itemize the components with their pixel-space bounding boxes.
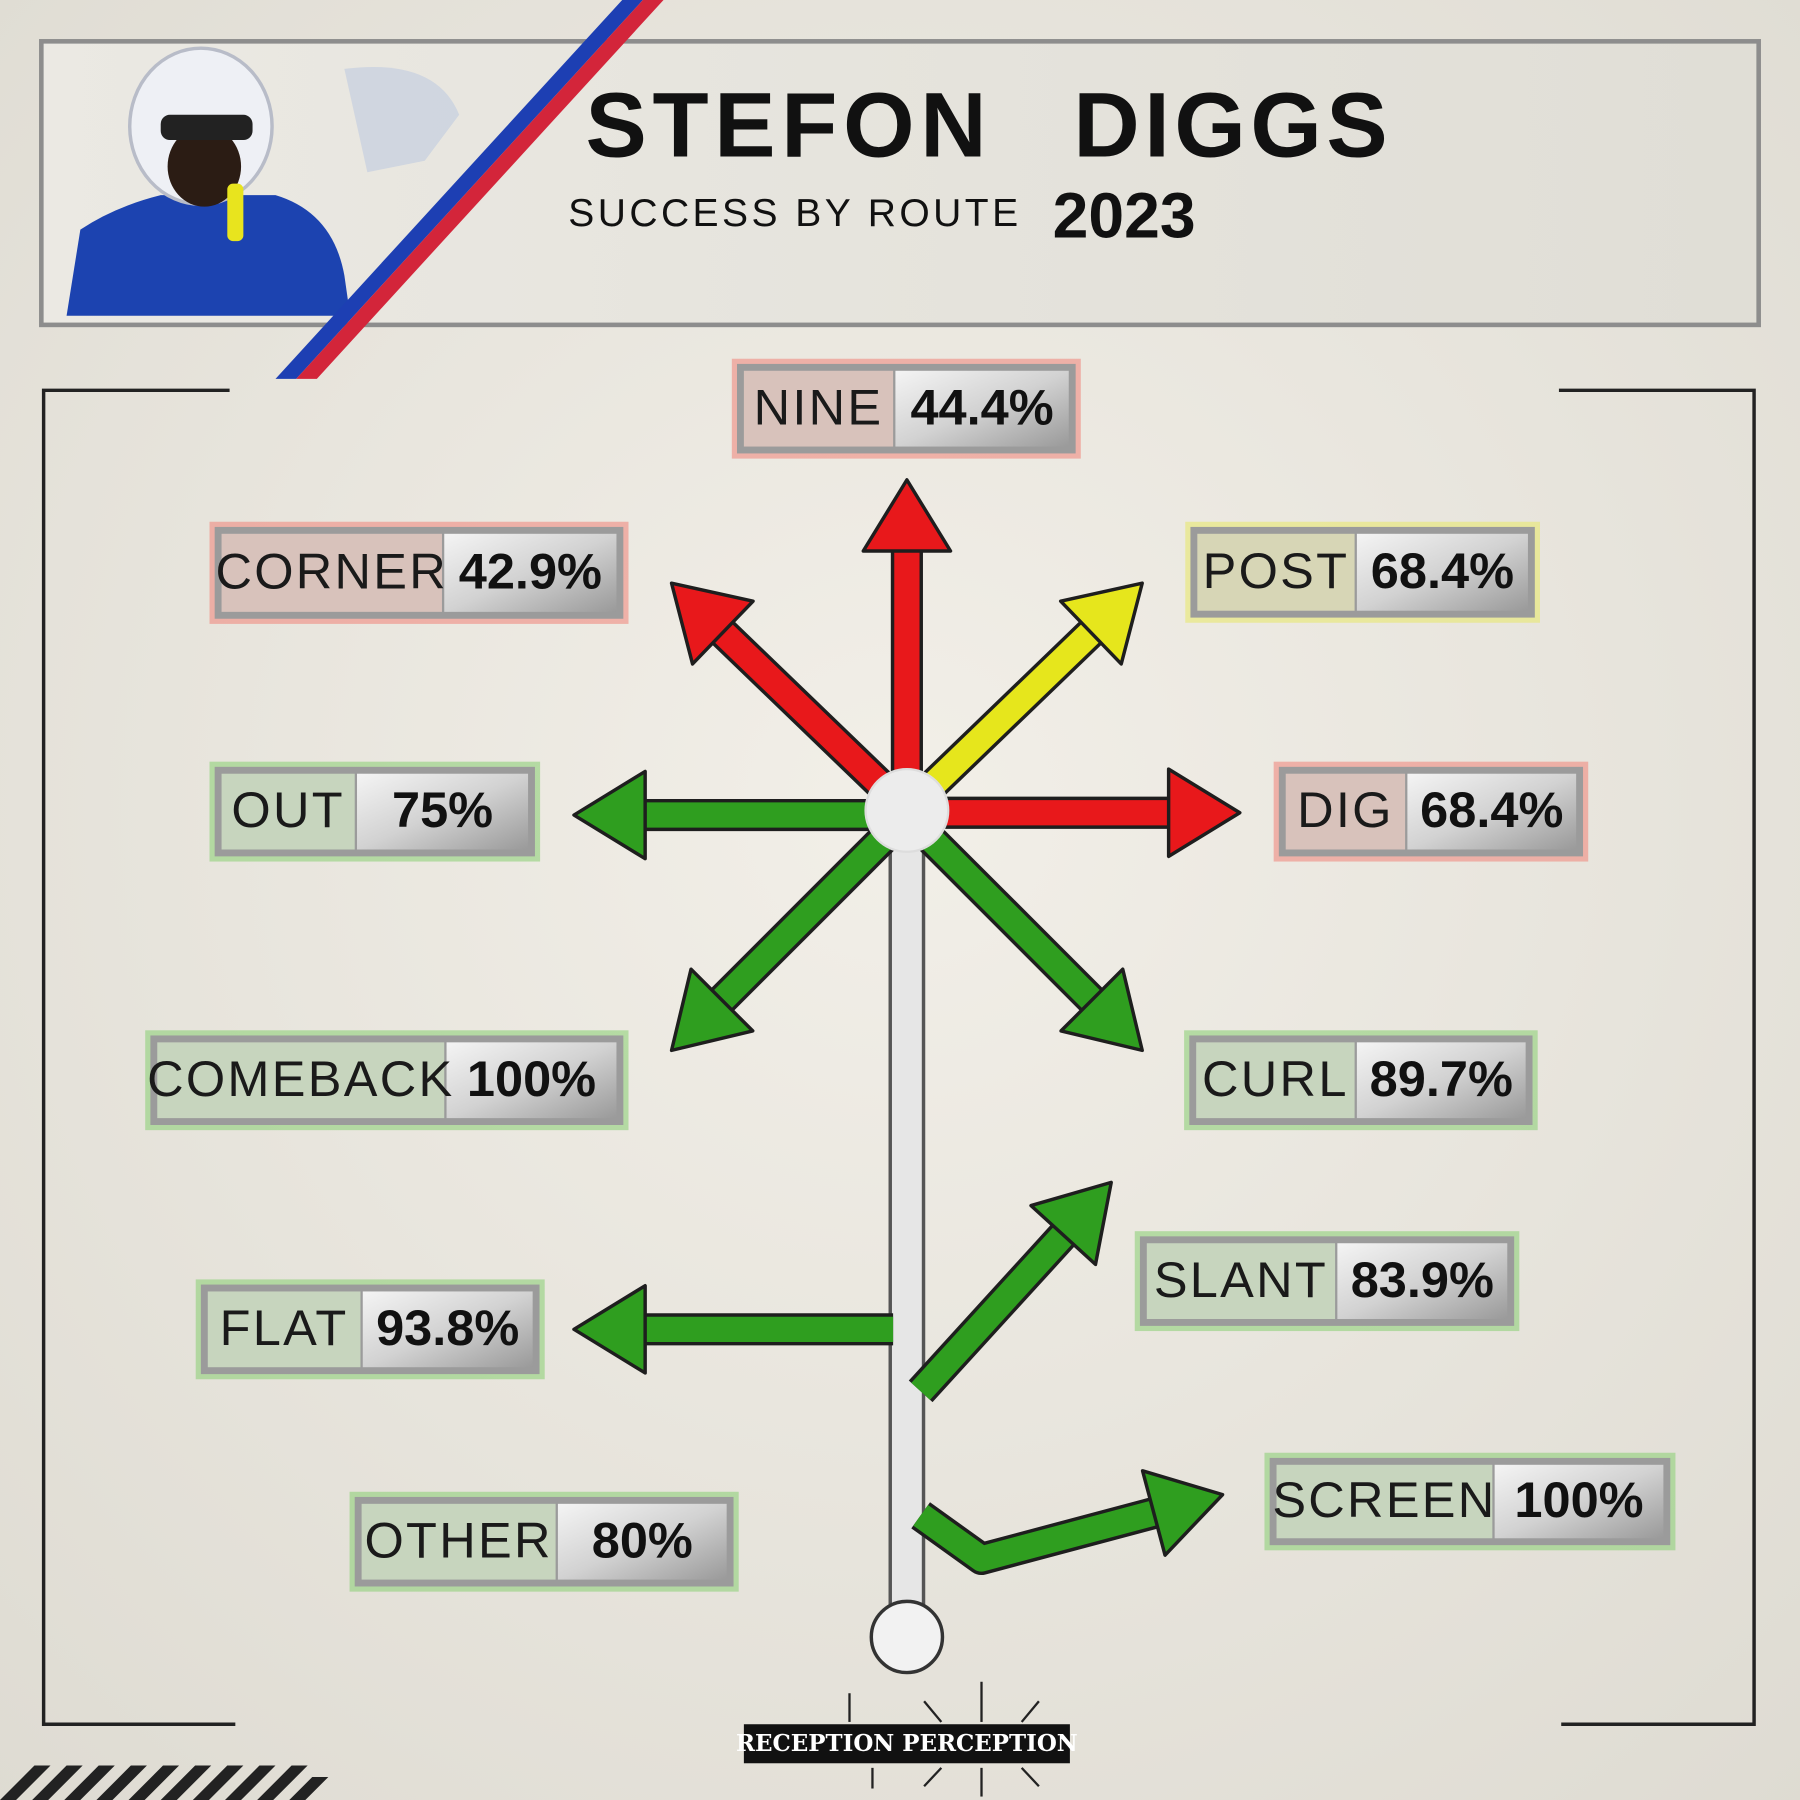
route-value-bg — [444, 533, 617, 612]
arrow-shaft — [710, 620, 902, 806]
route-value: 93.8% — [376, 1299, 519, 1356]
route-value: 100% — [467, 1050, 596, 1107]
logo-box — [743, 1724, 1070, 1764]
arrow-head — [669, 967, 755, 1053]
route-value: 80% — [592, 1511, 693, 1568]
route-name-bg — [221, 773, 355, 850]
route-box-glow — [145, 1030, 629, 1131]
route-box-glow — [1264, 1452, 1676, 1551]
arrow-head — [1166, 767, 1242, 859]
route-box-glow — [731, 358, 1081, 459]
route-value: 68.4% — [1420, 781, 1563, 838]
stripe-red — [296, 0, 664, 379]
route-box-glow — [1273, 761, 1589, 862]
arrow-head — [572, 769, 647, 861]
route-value: 89.7% — [1370, 1050, 1513, 1107]
arrow-head — [1058, 581, 1144, 666]
route-box-glow — [1184, 1030, 1538, 1131]
route-box-glow — [1185, 521, 1540, 623]
arrow-head — [1059, 967, 1144, 1053]
arrow-shaft — [709, 819, 903, 1013]
route-name-bg — [361, 1503, 556, 1580]
route-center — [864, 767, 950, 853]
arrow-shaft — [911, 620, 1104, 806]
route-value-bg — [1356, 1042, 1526, 1119]
route-box-glow — [349, 1491, 739, 1592]
arrow-shaft — [911, 819, 1105, 1013]
route-box-glow — [1134, 1231, 1520, 1332]
route-value-bg — [1337, 1243, 1508, 1320]
arrow-head — [669, 581, 755, 666]
last-name: DIGGS — [1073, 74, 1392, 176]
logo-text: RECEPTION PERCEPTION — [736, 1730, 1078, 1757]
route-value-bg — [1407, 773, 1577, 850]
route-name: SCREEN — [1272, 1471, 1496, 1528]
arrow-head — [861, 478, 953, 553]
route-name: SLANT — [1154, 1251, 1328, 1308]
route-arrows — [572, 478, 1242, 1576]
route-name-bg — [221, 533, 442, 612]
arrow-head — [572, 1283, 647, 1375]
first-name: STEFON — [585, 74, 992, 176]
route-value-bg — [895, 370, 1069, 447]
arrow-shaft — [911, 1223, 1076, 1400]
route-name-bg — [207, 1291, 361, 1368]
route-value-bg — [1494, 1464, 1664, 1539]
frame-brackets — [41, 388, 1756, 1726]
route-value-bg — [557, 1503, 727, 1580]
route-value: 42.9% — [459, 542, 602, 599]
route-name: COMEBACK — [147, 1050, 454, 1107]
route-value-bg — [1356, 533, 1528, 611]
route-box-glow — [209, 521, 629, 624]
route-name-bg — [1285, 773, 1406, 850]
year: 2023 — [1053, 179, 1196, 251]
subtitle: SUCCESS BY ROUTE — [568, 192, 1021, 235]
route-box-glow — [195, 1279, 545, 1380]
route-name: FLAT — [220, 1299, 349, 1356]
route-name-bg — [743, 370, 894, 447]
route-name-bg — [1146, 1243, 1336, 1320]
stripe-blue — [275, 0, 643, 379]
route-name-bg — [1196, 1042, 1355, 1119]
route-value: 83.9% — [1351, 1251, 1494, 1308]
route-name: CURL — [1202, 1050, 1349, 1107]
route-name-bg — [1197, 533, 1355, 611]
route-name: OTHER — [364, 1511, 552, 1568]
route-name: OUT — [231, 781, 345, 838]
team-logo-faint — [344, 66, 460, 173]
route-name: CORNER — [215, 542, 448, 599]
route-value-bg — [362, 1291, 533, 1368]
bottom-stripes — [0, 1765, 329, 1800]
route-box-glow — [209, 761, 541, 862]
route-labels: NINE 44.4% CORNER 42.9% POST 68.4% OUT 75% DIG 68… — [145, 358, 1676, 1592]
route-start — [869, 1599, 945, 1675]
player-photo — [66, 46, 351, 316]
route-value: 68.4% — [1371, 542, 1514, 599]
route-name-bg — [1276, 1464, 1493, 1539]
route-value: 100% — [1514, 1471, 1643, 1528]
route-name: NINE — [754, 378, 884, 435]
route-value-bg — [357, 773, 529, 850]
arrow-head — [1140, 1469, 1225, 1557]
route-value-bg — [446, 1042, 617, 1119]
arrow-head — [1029, 1180, 1113, 1267]
route-value: 44.4% — [910, 378, 1053, 435]
arrow-shaft — [913, 1499, 1162, 1572]
logo-arrows — [848, 1681, 1040, 1797]
route-name: POST — [1203, 542, 1350, 599]
route-value: 75% — [392, 781, 493, 838]
route-name: DIG — [1297, 781, 1394, 838]
route-name-bg — [157, 1042, 445, 1119]
